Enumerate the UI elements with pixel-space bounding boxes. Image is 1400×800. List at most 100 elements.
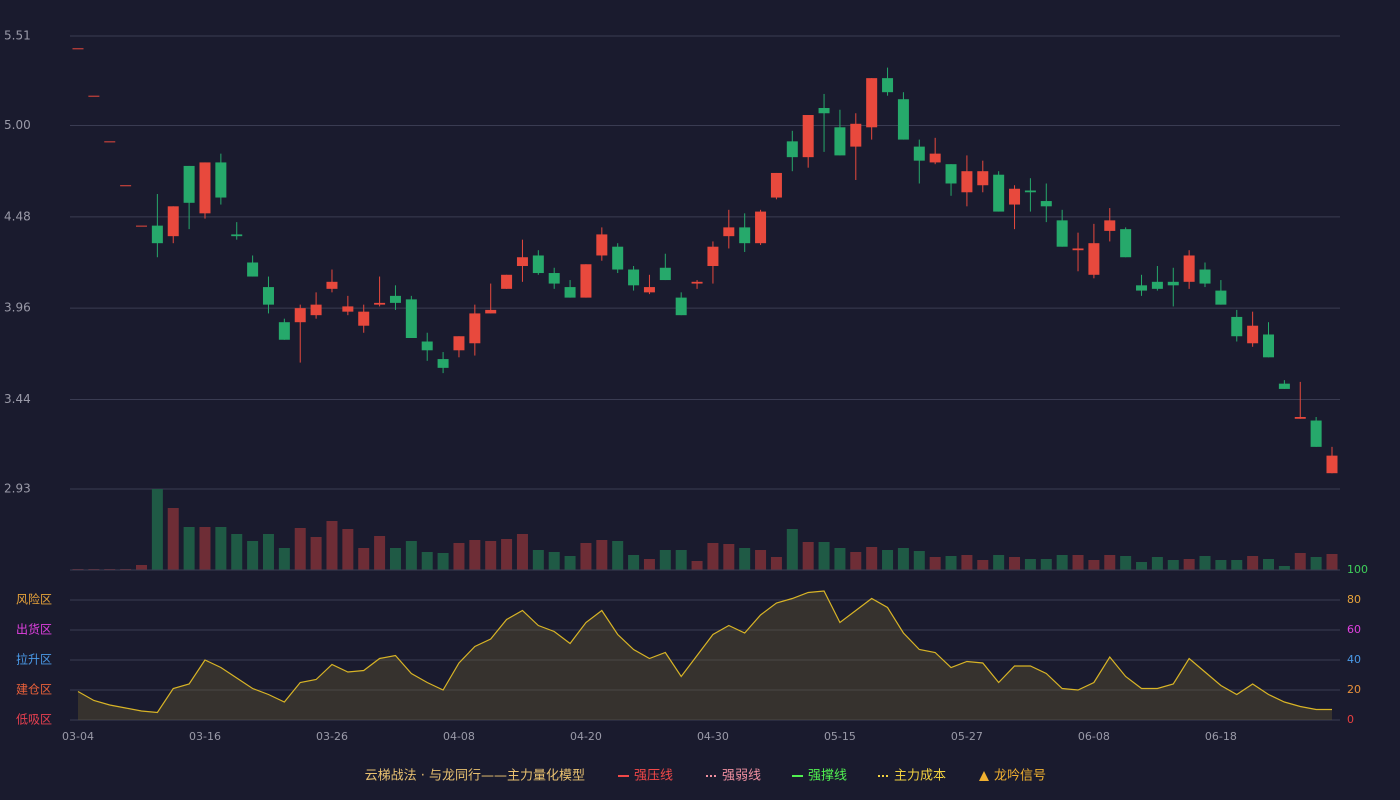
volume-bar <box>421 552 433 570</box>
volume-bar <box>802 542 814 570</box>
volume-bar <box>532 550 544 570</box>
candle-body <box>628 269 640 286</box>
y-tick-label: 2.93 <box>4 482 31 496</box>
candle-body <box>183 165 195 203</box>
volume-bar <box>1024 559 1036 570</box>
volume-bar <box>723 544 735 570</box>
volume-bar <box>564 556 576 570</box>
x-tick-label: 06-18 <box>1205 730 1237 743</box>
candle-body <box>389 295 401 303</box>
volume-bar <box>1009 557 1021 570</box>
candle-body <box>1040 201 1052 207</box>
volume-bar <box>1136 562 1148 570</box>
volume-bar <box>1040 559 1052 570</box>
volume-bar <box>691 561 703 570</box>
y-tick-label: 4.48 <box>4 209 31 223</box>
volume-bar <box>786 529 798 570</box>
volume-bar <box>1278 566 1290 570</box>
volume-bar <box>247 541 259 570</box>
volume-bar <box>310 537 322 570</box>
candle-body <box>326 281 338 289</box>
x-tick-label: 05-27 <box>951 730 983 743</box>
y-tick-label: 3.44 <box>4 392 31 406</box>
volume-bar <box>516 534 528 570</box>
volume-bar <box>453 543 465 570</box>
indicator-line <box>77 590 1332 714</box>
candle-body <box>723 227 735 237</box>
volume-bar <box>1199 556 1211 570</box>
y-tick-label: 60 <box>1347 623 1361 636</box>
candle-body <box>707 246 719 267</box>
volume-bar <box>326 521 338 570</box>
candle-body <box>1199 269 1211 284</box>
candle-body <box>104 141 116 143</box>
x-tick-label: 04-30 <box>697 730 729 743</box>
legend-title: 云梯战法 · 与龙同行——主力量化模型 <box>365 769 585 784</box>
candle-body <box>532 255 544 274</box>
y-tick-label: 5.51 <box>4 29 31 43</box>
volume-bar <box>770 557 782 570</box>
candle-body <box>1294 417 1306 419</box>
candle-body <box>818 107 830 114</box>
candle-body <box>151 225 163 244</box>
candle-body <box>72 48 84 50</box>
volume-bar <box>1120 556 1132 570</box>
volume-bar <box>913 551 925 570</box>
x-tick-label: 03-26 <box>316 730 348 743</box>
candle-body <box>342 306 354 312</box>
candle-body <box>135 225 147 227</box>
x-tick-label: 03-04 <box>62 730 94 743</box>
candle-body <box>516 257 528 267</box>
volume-bar <box>405 541 417 570</box>
candle-body <box>262 287 274 305</box>
candle-body <box>1247 325 1259 344</box>
volume-bar <box>850 552 862 570</box>
volume-bar <box>1231 560 1243 570</box>
volume-bar <box>755 550 767 570</box>
candle-body <box>1072 248 1084 251</box>
volume-bar <box>1215 560 1227 570</box>
volume-bar <box>199 527 211 570</box>
zone-label: 出货区 <box>16 622 52 637</box>
candle-body <box>1104 220 1116 231</box>
volume-bar <box>231 534 243 570</box>
candle-body <box>913 146 925 161</box>
candle-body <box>247 262 259 277</box>
volume-bar <box>739 548 751 570</box>
candle-body <box>231 234 243 237</box>
legend-symbol <box>979 771 989 781</box>
candle-body <box>1231 316 1243 337</box>
y-tick-label: 40 <box>1347 653 1361 666</box>
volume-bar <box>596 540 608 570</box>
candle-body <box>167 206 179 237</box>
volume-bar <box>151 489 163 570</box>
candle-body <box>596 234 608 256</box>
x-tick-label: 03-16 <box>189 730 221 743</box>
candle-body <box>691 281 703 284</box>
zone-label: 拉升区 <box>16 652 52 667</box>
volume-bar <box>1326 554 1338 570</box>
candle-body <box>1215 290 1227 305</box>
volume-bar <box>374 536 386 570</box>
volume-bar <box>1247 556 1259 570</box>
volume-bar <box>167 508 179 570</box>
candle-body <box>278 322 290 340</box>
volume-bar <box>1183 559 1195 570</box>
candle-body <box>1024 190 1036 193</box>
volume-bar <box>977 560 989 570</box>
indicator-area <box>78 591 1332 720</box>
volume-bar <box>1088 560 1100 570</box>
candle-body <box>993 174 1005 212</box>
volume-bar <box>1056 555 1068 570</box>
candle-body <box>215 162 227 198</box>
candle-body <box>1183 255 1195 282</box>
volume-bar <box>882 550 894 570</box>
volume-bar <box>1263 559 1275 570</box>
candle-body <box>1136 285 1148 291</box>
candle-body <box>88 95 100 97</box>
candle-body <box>659 267 671 281</box>
candle-body <box>1326 455 1338 474</box>
candle-body <box>405 299 417 338</box>
volume-bar <box>945 556 957 570</box>
